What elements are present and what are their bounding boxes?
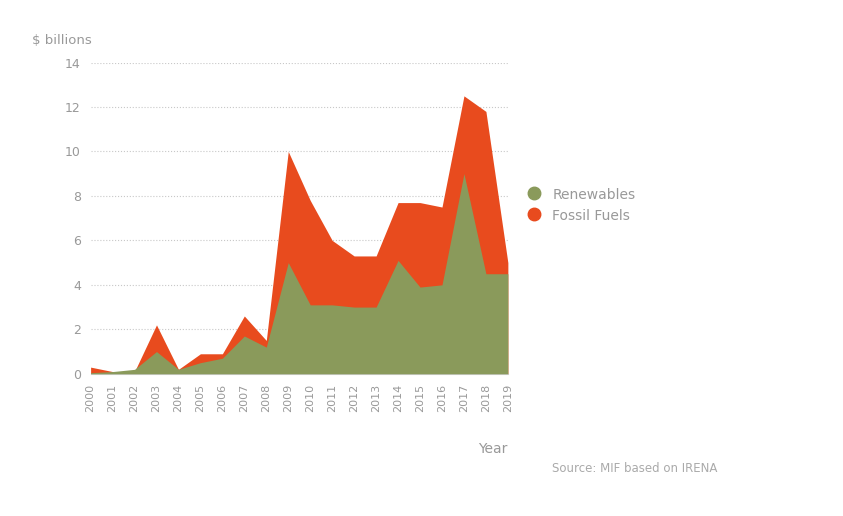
Text: Year: Year (479, 442, 507, 456)
Y-axis label: $ billions: $ billions (31, 34, 91, 47)
Legend: Renewables, Fossil Fuels: Renewables, Fossil Fuels (528, 188, 636, 223)
Text: Source: MIF based on IRENA: Source: MIF based on IRENA (552, 462, 717, 475)
